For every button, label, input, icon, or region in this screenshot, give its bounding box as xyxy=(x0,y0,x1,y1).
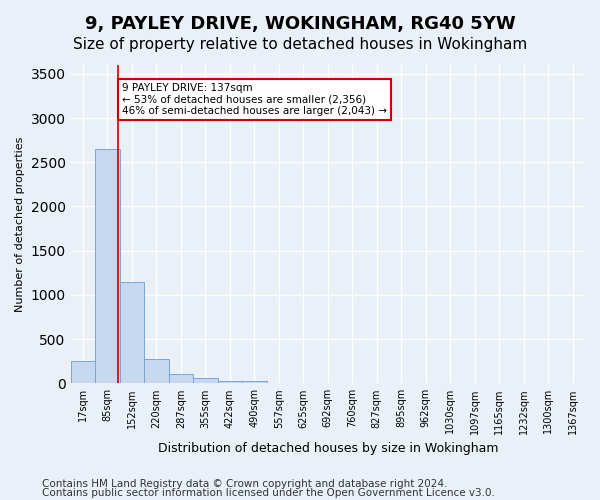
X-axis label: Distribution of detached houses by size in Wokingham: Distribution of detached houses by size … xyxy=(158,442,498,455)
Text: 9 PAYLEY DRIVE: 137sqm
← 53% of detached houses are smaller (2,356)
46% of semi-: 9 PAYLEY DRIVE: 137sqm ← 53% of detached… xyxy=(122,82,387,116)
Y-axis label: Number of detached properties: Number of detached properties xyxy=(15,136,25,312)
Text: Contains HM Land Registry data © Crown copyright and database right 2024.: Contains HM Land Registry data © Crown c… xyxy=(42,479,448,489)
Bar xyxy=(193,378,218,384)
Bar xyxy=(169,374,193,384)
Bar xyxy=(144,360,169,384)
Bar xyxy=(242,380,266,384)
Bar xyxy=(95,149,119,384)
Text: Contains public sector information licensed under the Open Government Licence v3: Contains public sector information licen… xyxy=(42,488,495,498)
Text: 9, PAYLEY DRIVE, WOKINGHAM, RG40 5YW: 9, PAYLEY DRIVE, WOKINGHAM, RG40 5YW xyxy=(85,15,515,33)
Text: Size of property relative to detached houses in Wokingham: Size of property relative to detached ho… xyxy=(73,38,527,52)
Bar xyxy=(71,361,95,384)
Bar xyxy=(119,282,144,384)
Bar xyxy=(218,380,242,384)
